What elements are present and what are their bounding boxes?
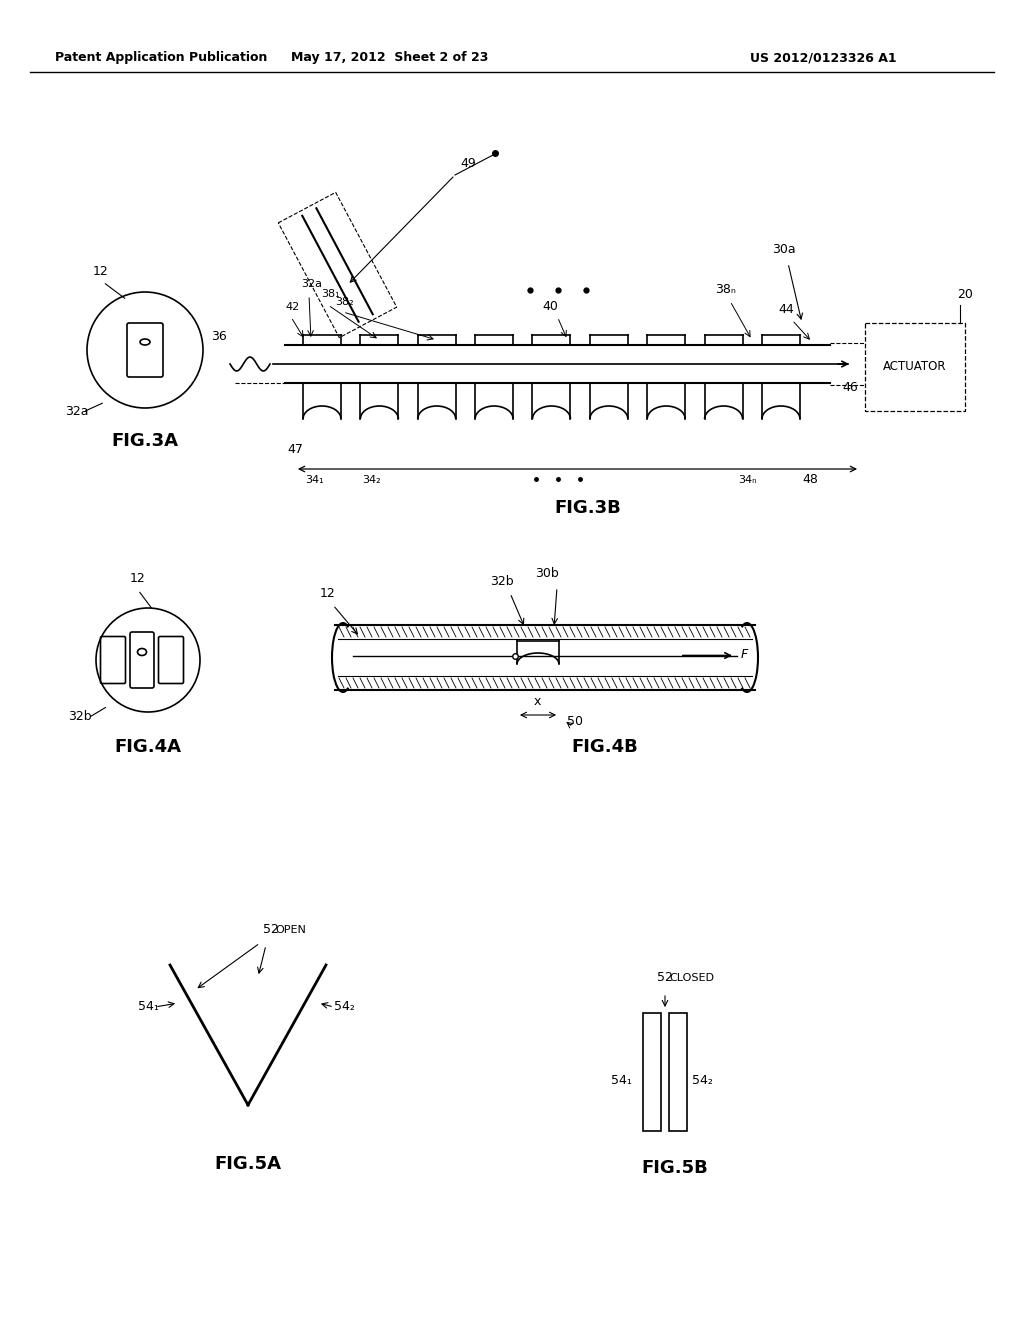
- Text: 34₂: 34₂: [362, 475, 381, 484]
- Text: 52: 52: [263, 923, 279, 936]
- Text: 20: 20: [957, 288, 973, 301]
- Text: 30b: 30b: [535, 568, 559, 579]
- Text: 40: 40: [543, 300, 558, 313]
- Text: 54₁: 54₁: [138, 1001, 159, 1012]
- Bar: [669, 1012, 687, 1131]
- Text: FIG.4A: FIG.4A: [115, 738, 181, 756]
- Text: OPEN: OPEN: [275, 925, 306, 935]
- Text: 32b: 32b: [490, 576, 514, 587]
- Bar: [643, 1012, 662, 1131]
- Text: F: F: [741, 648, 749, 660]
- Text: 30a: 30a: [772, 243, 796, 256]
- Text: 32b: 32b: [68, 710, 91, 723]
- Text: x: x: [534, 696, 542, 708]
- Text: 38₁: 38₁: [321, 289, 340, 300]
- Text: 32a: 32a: [65, 405, 88, 418]
- Text: FIG.5B: FIG.5B: [642, 1159, 709, 1177]
- Text: 54₂: 54₂: [692, 1074, 713, 1086]
- Text: 50: 50: [567, 715, 583, 729]
- Text: US 2012/0123326 A1: US 2012/0123326 A1: [750, 51, 897, 65]
- Text: 12: 12: [319, 587, 336, 601]
- Text: 48: 48: [802, 473, 818, 486]
- Text: Patent Application Publication: Patent Application Publication: [55, 51, 267, 65]
- Text: 54₁: 54₁: [611, 1074, 632, 1086]
- Text: 32a: 32a: [301, 279, 322, 289]
- Text: FIG.3A: FIG.3A: [112, 432, 178, 450]
- Text: 54₂: 54₂: [334, 1001, 355, 1012]
- Text: May 17, 2012  Sheet 2 of 23: May 17, 2012 Sheet 2 of 23: [291, 51, 488, 65]
- Bar: [279, 193, 396, 338]
- Text: 34₁: 34₁: [305, 475, 324, 484]
- Text: FIG.4B: FIG.4B: [571, 738, 638, 756]
- Text: FIG.3B: FIG.3B: [554, 499, 621, 517]
- Text: 38ₙ: 38ₙ: [715, 282, 736, 296]
- Text: 12: 12: [93, 265, 109, 279]
- Text: 47: 47: [287, 444, 303, 455]
- Text: 36: 36: [211, 330, 227, 343]
- Text: FIG.5A: FIG.5A: [214, 1155, 282, 1173]
- Text: ACTUATOR: ACTUATOR: [884, 360, 947, 374]
- Text: 49: 49: [460, 157, 476, 170]
- Text: 42: 42: [285, 302, 299, 312]
- Text: CLOSED: CLOSED: [669, 973, 714, 983]
- Text: 38₂: 38₂: [335, 297, 353, 308]
- Text: 52: 52: [657, 972, 673, 983]
- Text: 34ₙ: 34ₙ: [738, 475, 757, 484]
- Text: 44: 44: [778, 304, 794, 315]
- Text: 12: 12: [130, 572, 145, 585]
- Text: 46: 46: [842, 381, 858, 393]
- Bar: [865, 323, 965, 411]
